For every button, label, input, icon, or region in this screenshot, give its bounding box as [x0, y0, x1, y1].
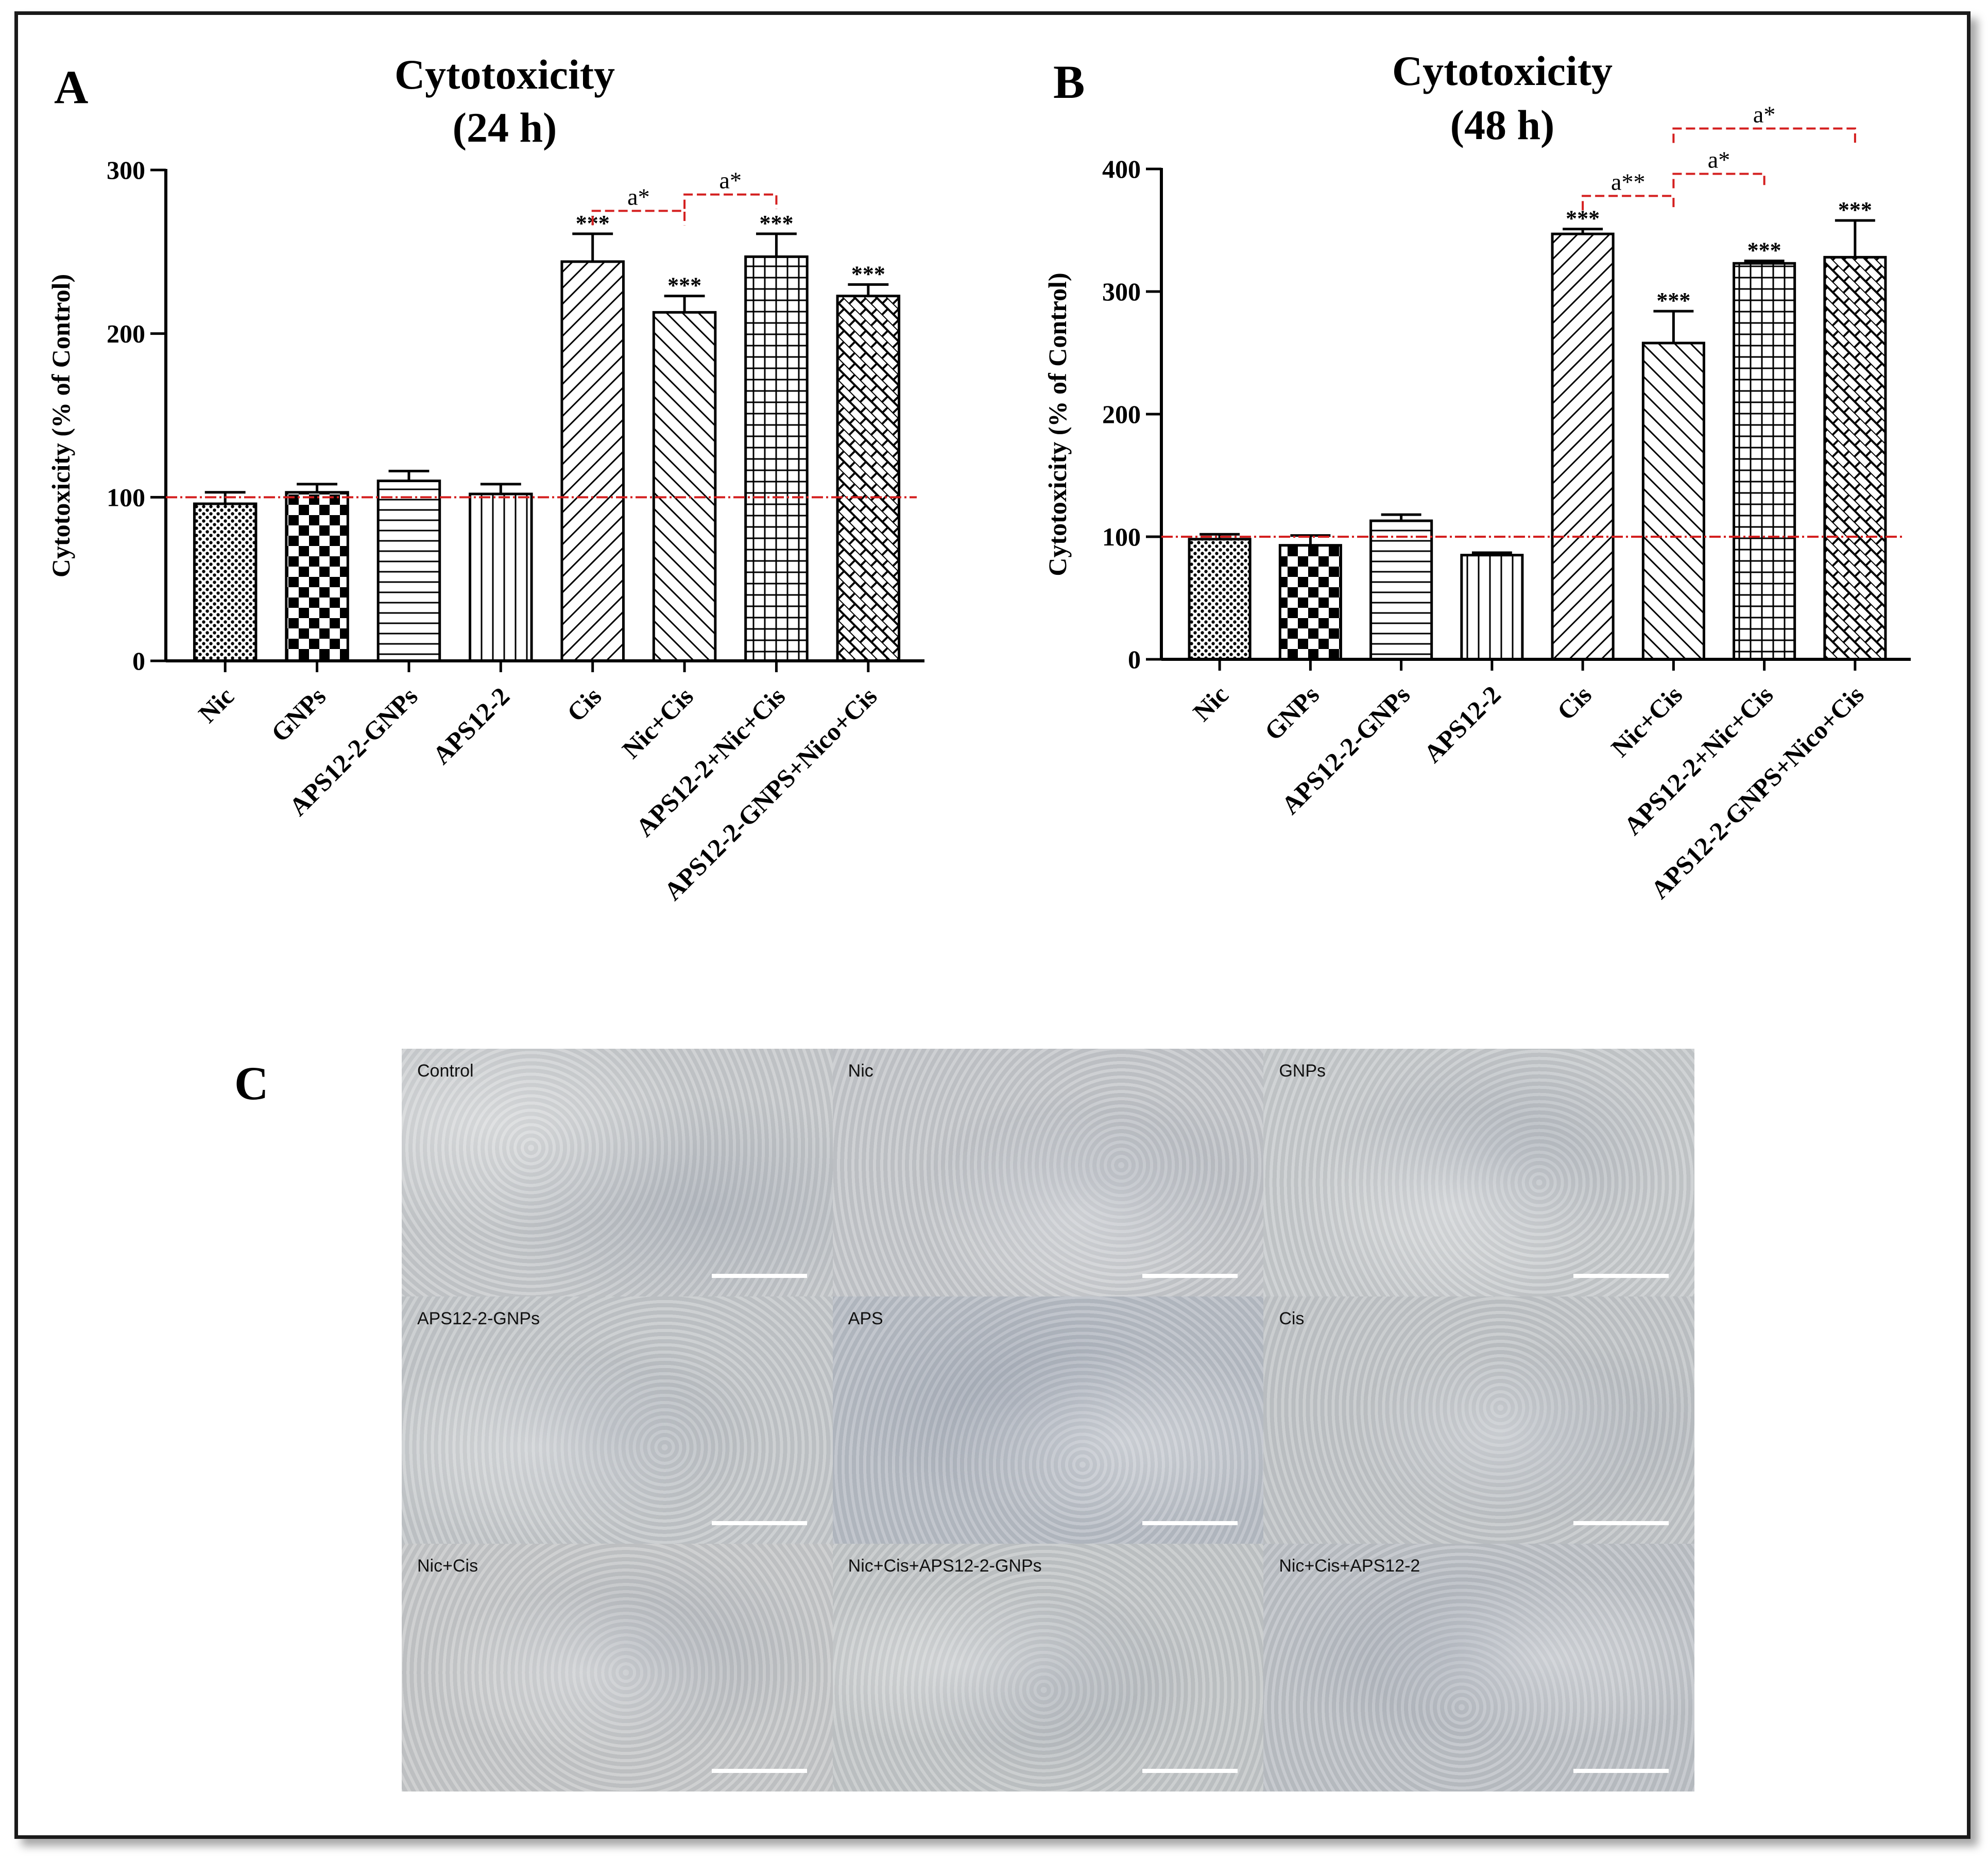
y-tick-label: 200 — [107, 319, 145, 348]
chart-title: Cytotoxicity — [395, 51, 615, 98]
y-axis-label: Cytotoxicity (% of Control) — [46, 274, 75, 577]
micrograph-label: APS — [848, 1308, 883, 1328]
chart-title: (48 h) — [1450, 101, 1555, 148]
micrograph-grid: Control Nic GNPs APS12-2-GNPs APS Cis Nic+Cis N… — [402, 1049, 1694, 1791]
micrograph-tile: Cis — [1263, 1296, 1694, 1544]
x-tick-label: Nic — [1187, 680, 1234, 727]
bar-Nic — [1188, 538, 1252, 661]
significance-stars: *** — [667, 273, 701, 298]
scale-bar — [711, 1768, 807, 1773]
significance-stars: *** — [759, 211, 793, 236]
micrograph-label: Cis — [1279, 1308, 1305, 1328]
scale-bar — [1142, 1273, 1238, 1278]
micrograph-tile: Nic+Cis+APS12-2-GNPs — [832, 1544, 1264, 1791]
bar-APS12-2 — [1460, 554, 1524, 661]
bar-GNPs — [1278, 544, 1342, 661]
comparison-label: a** — [1611, 168, 1645, 195]
bar-APS12-2+Nic+Cis — [1733, 262, 1796, 661]
bar-APS12-2+Nic+Cis — [744, 255, 809, 662]
chart-b-48h: B Cytotoxicity (48 h) Cytotoxicity (% of Co… — [1043, 47, 1911, 905]
bar-Nic+Cis — [652, 311, 717, 662]
chart-a-24h: A Cytotoxicity (24 h) Cytotoxicity (% of Co… — [46, 51, 924, 906]
micrograph-tile: Nic+Cis+APS12-2 — [1263, 1544, 1694, 1791]
chart-title: (24 h) — [453, 104, 557, 151]
scale-bar — [711, 1273, 807, 1278]
comparison-bracket — [1672, 173, 1766, 189]
panel-letter: B — [1053, 56, 1085, 108]
scale-bar — [1573, 1768, 1669, 1773]
micrograph-label: Nic — [848, 1061, 873, 1081]
micrograph-tile: APS — [832, 1296, 1264, 1544]
comparison-bracket — [1582, 195, 1675, 211]
y-tick-label: 0 — [132, 646, 145, 675]
bar-Cis — [1551, 232, 1615, 661]
micrograph-label: Nic+Cis — [417, 1556, 478, 1576]
micrograph-tile: Nic — [832, 1049, 1264, 1296]
comparison-label: a* — [719, 167, 742, 194]
micrograph-tile: Nic+Cis — [402, 1544, 833, 1791]
comparison-bracket — [683, 193, 778, 209]
comparison-bracket — [1672, 127, 1856, 143]
comparison-label: a* — [627, 183, 649, 210]
bar-APS12-2-GNPS+Nico+Cis — [1823, 255, 1887, 661]
bar-Nic+Cis — [1641, 342, 1705, 661]
micrograph-label: GNPs — [1279, 1061, 1326, 1081]
micrograph-label: Control — [417, 1061, 474, 1081]
panel-letter-c: C — [234, 1057, 269, 1110]
x-tick-label: Cis — [1551, 680, 1597, 726]
significance-stars: *** — [1656, 288, 1690, 313]
y-tick-label: 0 — [1128, 645, 1141, 674]
x-tick-label: APS12-2+Nic+Cis — [1618, 680, 1779, 841]
x-tick-label: Nic+Cis — [1605, 680, 1688, 762]
comparison-label: a* — [1753, 101, 1775, 127]
micrograph-label: Nic+Cis+APS12-2 — [1279, 1556, 1420, 1576]
x-tick-label: GNPs — [1259, 680, 1325, 746]
y-tick-label: 400 — [1102, 155, 1141, 183]
micrograph-label: Nic+Cis+APS12-2-GNPs — [848, 1556, 1042, 1576]
y-tick-label: 300 — [1102, 277, 1141, 306]
scale-bar — [711, 1521, 807, 1526]
bar-APS12-2 — [469, 492, 533, 662]
significance-stars: *** — [1747, 238, 1781, 263]
scale-bar — [1142, 1768, 1238, 1773]
micrograph-tile: APS12-2-GNPs — [402, 1296, 833, 1544]
scale-bar — [1573, 1273, 1669, 1278]
significance-stars: *** — [851, 261, 885, 286]
y-tick-label: 200 — [1102, 400, 1141, 429]
y-tick-label: 100 — [107, 483, 145, 511]
bar-Cis — [560, 260, 625, 662]
micrograph-tile: GNPs — [1263, 1049, 1694, 1296]
y-tick-label: 300 — [107, 156, 145, 184]
bar-APS12-2-GNPs — [1369, 519, 1433, 661]
scale-bar — [1573, 1521, 1669, 1526]
scale-bar — [1142, 1521, 1238, 1526]
micrograph-tile: Control — [402, 1049, 833, 1296]
chart-title: Cytotoxicity — [1392, 47, 1613, 94]
x-tick-label: APS12-2 — [1418, 680, 1506, 768]
micrograph-label: APS12-2-GNPs — [417, 1308, 540, 1328]
panel-letter: A — [54, 61, 88, 113]
y-tick-label: 100 — [1102, 522, 1141, 551]
significance-stars: *** — [1838, 197, 1872, 223]
y-axis-label: Cytotoxicity (% of Control) — [1043, 272, 1072, 576]
comparison-label: a* — [1708, 147, 1730, 173]
comparison-bracket — [591, 210, 686, 226]
